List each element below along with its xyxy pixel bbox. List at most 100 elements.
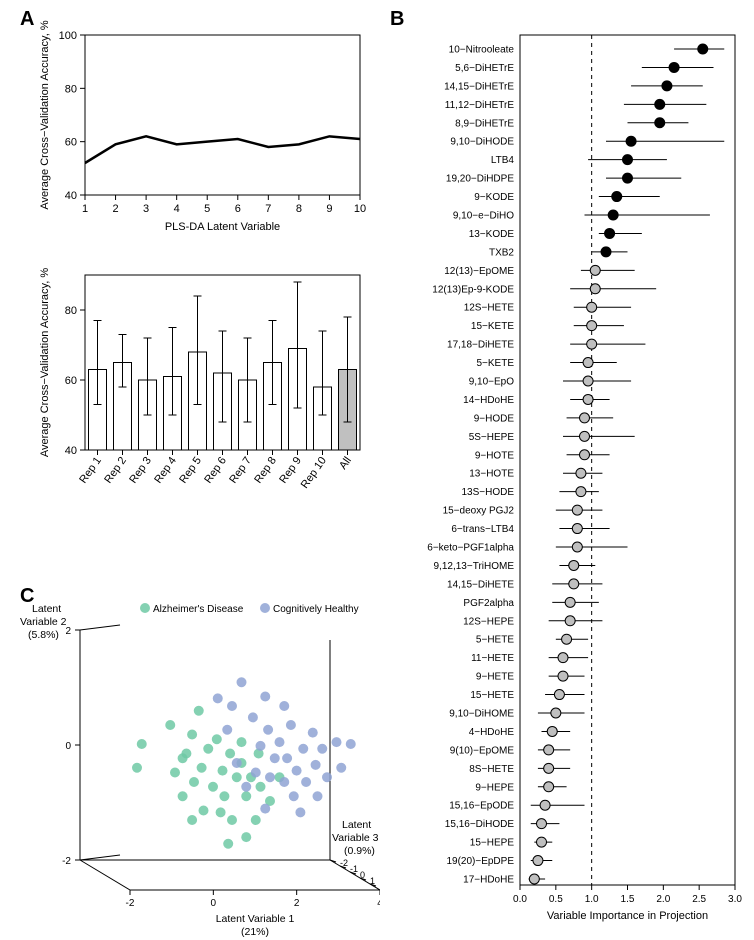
svg-text:5−HETE: 5−HETE: [476, 635, 514, 646]
svg-text:Latent Variable 1: Latent Variable 1: [216, 913, 295, 925]
svg-text:0: 0: [211, 898, 217, 909]
svg-text:LTB4: LTB4: [491, 155, 515, 166]
svg-text:Alzheimer's Disease: Alzheimer's Disease: [153, 604, 244, 615]
svg-text:9−KODE: 9−KODE: [474, 192, 514, 203]
svg-text:8: 8: [296, 203, 302, 215]
svg-text:2: 2: [294, 898, 300, 909]
svg-text:1.0: 1.0: [585, 894, 599, 905]
svg-text:10: 10: [354, 203, 366, 215]
svg-text:11−HETE: 11−HETE: [471, 653, 514, 664]
svg-text:9,10−e−DiHO: 9,10−e−DiHO: [453, 211, 514, 222]
svg-text:13−KODE: 13−KODE: [469, 229, 515, 240]
svg-text:14,15−DiHETrE: 14,15−DiHETrE: [444, 81, 514, 92]
svg-text:4−HDoHE: 4−HDoHE: [469, 727, 515, 738]
svg-text:PLS-DA Latent Variable: PLS-DA Latent Variable: [165, 221, 280, 233]
svg-text:Average Cross−Validation Accur: Average Cross−Validation Accuracy, %: [39, 20, 51, 209]
svg-text:Rep 5: Rep 5: [177, 455, 204, 486]
svg-text:15−HEPE: 15−HEPE: [470, 838, 515, 849]
svg-text:0: 0: [65, 741, 71, 752]
svg-text:9−HEPE: 9−HEPE: [475, 782, 514, 793]
svg-text:15−KETE: 15−KETE: [471, 321, 514, 332]
svg-text:2.5: 2.5: [692, 894, 706, 905]
svg-text:40: 40: [65, 445, 77, 457]
svg-text:15−HETE: 15−HETE: [470, 690, 514, 701]
svg-text:100: 100: [59, 30, 77, 42]
svg-text:15,16−EpODE: 15,16−EpODE: [449, 801, 514, 812]
svg-text:PGF2alpha: PGF2alpha: [463, 598, 514, 609]
svg-text:Latent: Latent: [342, 819, 371, 831]
svg-text:8S−HETE: 8S−HETE: [469, 764, 514, 775]
svg-text:80: 80: [65, 305, 77, 317]
svg-text:13S−HODE: 13S−HODE: [461, 487, 514, 498]
svg-text:60: 60: [65, 375, 77, 387]
svg-text:Rep 1: Rep 1: [77, 455, 104, 486]
svg-text:TXB2: TXB2: [489, 247, 514, 258]
panel-a-bar-chart: 406080Rep 1Rep 2Rep 3Rep 4Rep 5Rep 6Rep …: [30, 260, 370, 580]
svg-text:14−HDoHE: 14−HDoHE: [463, 395, 514, 406]
figure-root: A B C 40608010012345678910PLS-DA Latent …: [0, 0, 754, 940]
svg-text:6−trans−LTB4: 6−trans−LTB4: [451, 524, 514, 535]
svg-text:Average Cross−Validation Accur: Average Cross−Validation Accuracy, %: [39, 268, 51, 457]
svg-text:9−HETE: 9−HETE: [476, 672, 514, 683]
svg-text:9,10−DiHOME: 9,10−DiHOME: [449, 709, 514, 720]
svg-text:7: 7: [265, 203, 271, 215]
svg-text:0.0: 0.0: [513, 894, 527, 905]
svg-text:Rep 7: Rep 7: [227, 455, 254, 486]
svg-text:(0.9%): (0.9%): [344, 845, 375, 857]
svg-text:11,12−DiHETrE: 11,12−DiHETrE: [445, 100, 515, 111]
svg-text:13−HOTE: 13−HOTE: [469, 469, 514, 480]
svg-text:1: 1: [82, 203, 88, 215]
svg-text:(21%): (21%): [241, 926, 269, 938]
svg-text:6−keto−PGF1alpha: 6−keto−PGF1alpha: [427, 543, 514, 554]
svg-text:80: 80: [65, 83, 77, 95]
svg-text:5,6−DiHETrE: 5,6−DiHETrE: [455, 63, 514, 74]
svg-text:Cognitively Healthy: Cognitively Healthy: [273, 604, 359, 615]
svg-text:Rep 8: Rep 8: [252, 455, 279, 486]
svg-text:4: 4: [377, 898, 380, 909]
svg-text:9−HODE: 9−HODE: [474, 413, 515, 424]
svg-text:12(13)Ep-9-KODE: 12(13)Ep-9-KODE: [432, 284, 514, 295]
svg-text:-2: -2: [62, 856, 71, 867]
svg-text:9,10−DiHODE: 9,10−DiHODE: [450, 137, 514, 148]
svg-text:Variable 2: Variable 2: [20, 616, 67, 628]
svg-text:Rep 6: Rep 6: [202, 455, 229, 486]
svg-text:9,10−EpO: 9,10−EpO: [469, 377, 515, 388]
svg-text:17−HDoHE: 17−HDoHE: [463, 875, 514, 886]
svg-text:Rep 2: Rep 2: [102, 455, 129, 486]
svg-text:17,18−DiHETE: 17,18−DiHETE: [447, 340, 514, 351]
svg-text:2.0: 2.0: [656, 894, 670, 905]
svg-text:Variable Importance in Project: Variable Importance in Projection: [547, 910, 708, 922]
svg-text:3.0: 3.0: [728, 894, 742, 905]
svg-text:9: 9: [326, 203, 332, 215]
svg-text:4: 4: [174, 203, 180, 215]
svg-text:Latent: Latent: [32, 603, 61, 615]
panel-a-line-chart: 40 60 80 100 1 2 3 4 5 6 7 8 9 10 PLS-DA Latent Variab…: [30, 20, 370, 250]
svg-text:60: 60: [65, 137, 77, 149]
svg-text:0.5: 0.5: [549, 894, 563, 905]
svg-text:Rep 4: Rep 4: [152, 455, 179, 486]
svg-text:3: 3: [143, 203, 149, 215]
svg-text:12(13)−EpOME: 12(13)−EpOME: [444, 266, 514, 277]
svg-text:40: 40: [65, 190, 77, 202]
svg-text:9,12,13−TriHOME: 9,12,13−TriHOME: [434, 561, 515, 572]
svg-text:14,15−DiHETE: 14,15−DiHETE: [447, 579, 514, 590]
svg-text:15−deoxy PGJ2: 15−deoxy PGJ2: [443, 506, 515, 517]
svg-text:All: All: [337, 455, 354, 472]
svg-text:12S−HEPE: 12S−HEPE: [463, 616, 514, 627]
svg-text:5S−HEPE: 5S−HEPE: [469, 432, 515, 443]
svg-text:9(10)−EpOME: 9(10)−EpOME: [450, 745, 515, 756]
svg-text:(5.8%): (5.8%): [28, 629, 59, 641]
svg-text:Rep 3: Rep 3: [127, 455, 154, 486]
svg-text:19(20)−EpDPE: 19(20)−EpDPE: [446, 856, 514, 867]
svg-text:2: 2: [112, 203, 118, 215]
svg-text:12S−HETE: 12S−HETE: [464, 303, 515, 314]
svg-text:19,20−DiHDPE: 19,20−DiHDPE: [446, 174, 514, 185]
panel-c-scatter3d: -2-10123-2024-202Latent Variable 1(21%)L…: [10, 590, 380, 940]
svg-text:6: 6: [235, 203, 241, 215]
svg-text:5: 5: [204, 203, 210, 215]
svg-text:15,16−DiHODE: 15,16−DiHODE: [445, 819, 515, 830]
svg-text:10−Nitrooleate: 10−Nitrooleate: [449, 45, 515, 56]
panel-b-dotplot: 10−Nitrooleate 5,6−DiHETrE 14,15−DiHETrE 11…: [390, 15, 750, 935]
svg-text:1.5: 1.5: [621, 894, 635, 905]
svg-text:Variable 3: Variable 3: [332, 832, 379, 844]
